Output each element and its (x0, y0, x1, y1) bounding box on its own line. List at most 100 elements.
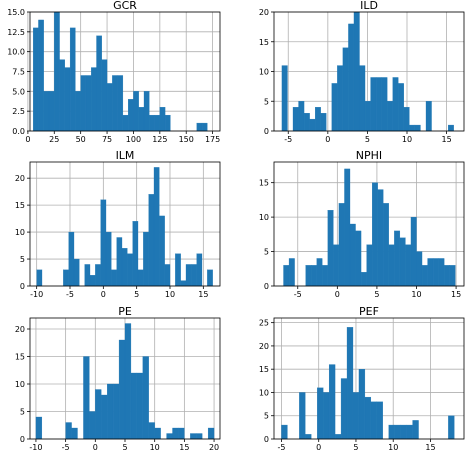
x-tick-label: -5 (284, 135, 292, 144)
histogram-bar (91, 67, 97, 132)
histogram-bar (340, 378, 348, 440)
histogram-bar (410, 216, 417, 287)
histogram-bar (128, 99, 134, 132)
histogram-bar (153, 167, 160, 287)
histogram-bar (360, 272, 367, 287)
histogram-bar (159, 107, 166, 132)
histogram-bar (281, 424, 288, 440)
histogram-bar (387, 101, 393, 132)
histogram-bar (412, 420, 419, 440)
histogram-bar (33, 27, 39, 132)
histogram-bar (376, 401, 383, 440)
histogram-bar (364, 101, 371, 132)
y-tick-label: 25 (259, 319, 269, 328)
x-tick-label: -5 (66, 290, 74, 299)
histogram-bar (315, 107, 321, 132)
histogram-bar (305, 265, 312, 287)
histogram-bar (185, 264, 192, 287)
histogram-bar (303, 113, 310, 132)
histogram-bar (299, 392, 306, 440)
histogram-bar (438, 258, 445, 287)
histogram-bar (166, 433, 173, 440)
histogram-bar (36, 269, 43, 287)
histogram-bar (137, 269, 144, 287)
histogram-bar (95, 389, 102, 440)
histogram-bar (344, 168, 351, 287)
axes-frame (29, 11, 221, 132)
histogram-bar (154, 114, 160, 132)
subplot-nphi: NPHI -5 0 5 10 15 0 5 10 15 (259, 149, 465, 299)
histogram-bar (317, 387, 324, 440)
subplot-ilm: ILM -10 -5 0 5 10 15 0 5 10 15 20 (15, 149, 221, 299)
histogram-bar (121, 248, 128, 287)
subplot-ild: ILD -5 0 5 10 15 0 5 10 15 20 (259, 0, 465, 144)
y-tick-label: 20 (15, 325, 25, 334)
histogram-bar (89, 275, 96, 287)
histogram-bar (416, 251, 423, 287)
x-tick-label: 5 (134, 290, 139, 299)
histogram-bar (432, 258, 439, 287)
x-tick-label: 5 (353, 443, 358, 452)
y-tick-label: 20 (15, 174, 25, 183)
histogram-bar (96, 35, 102, 132)
histogram-bar (73, 258, 80, 287)
y-tick-label: 15 (259, 365, 269, 374)
histogram-bar (164, 114, 171, 132)
x-tick-label: 10 (165, 290, 175, 299)
histogram-bar (136, 372, 143, 440)
histogram-bar (83, 356, 90, 440)
histogram-bar (149, 114, 155, 132)
x-tick-label: 0 (335, 290, 340, 299)
histogram-bar (132, 221, 139, 287)
y-tick-label: 0 (264, 282, 269, 291)
histogram-bar (95, 264, 101, 287)
histogram-bar (337, 65, 344, 132)
histogram-bar (207, 269, 213, 287)
histogram-bar (106, 83, 113, 132)
y-tick-label: 5 (264, 412, 269, 421)
histogram-bar (405, 244, 412, 287)
histogram-bar (444, 265, 450, 287)
histogram-bar (406, 424, 413, 440)
x-tick-label: 100 (126, 135, 141, 144)
x-tick-label: 15 (425, 443, 435, 452)
histogram-bar (201, 122, 208, 132)
histogram-bar (394, 424, 401, 440)
histogram-bar (101, 59, 108, 132)
x-tick-label: -10 (30, 290, 43, 299)
histogram-bar (323, 392, 330, 440)
x-tick-label: -10 (29, 443, 42, 452)
histogram-bar (283, 265, 290, 287)
x-tick-label: 10 (150, 443, 160, 452)
x-tick-label: 0 (25, 135, 30, 144)
histogram-bar (358, 369, 366, 440)
y-tick-label: 5 (264, 97, 269, 106)
histogram-bar (388, 244, 395, 287)
histogram-bar (84, 264, 91, 287)
histogram-bar (63, 269, 69, 287)
histogram-bar (448, 415, 455, 440)
histogram-bar (311, 265, 317, 287)
axes-frame (29, 161, 221, 287)
histogram-bar (392, 77, 399, 132)
histogram-bar (69, 27, 76, 132)
y-tick-label: 10 (259, 388, 269, 397)
histogram-bar (43, 91, 50, 132)
histogram-bar (124, 323, 132, 440)
histogram-bar (383, 203, 389, 287)
histogram-bar (164, 264, 171, 287)
histogram-bar (154, 427, 161, 440)
x-tick-label: 150 (179, 135, 194, 144)
histogram-bar (111, 269, 117, 287)
y-tick-label: 7.5 (12, 68, 25, 77)
x-tick-label: 175 (205, 135, 220, 144)
histogram-bar (353, 11, 360, 132)
x-tick-label: 50 (76, 135, 86, 144)
histogram-bar (331, 83, 338, 132)
histogram-bar (414, 124, 421, 132)
histogram-bar (191, 264, 197, 287)
histogram-bar (130, 372, 138, 440)
histogram-bar (38, 19, 44, 132)
y-tick-label: 10 (259, 68, 269, 77)
